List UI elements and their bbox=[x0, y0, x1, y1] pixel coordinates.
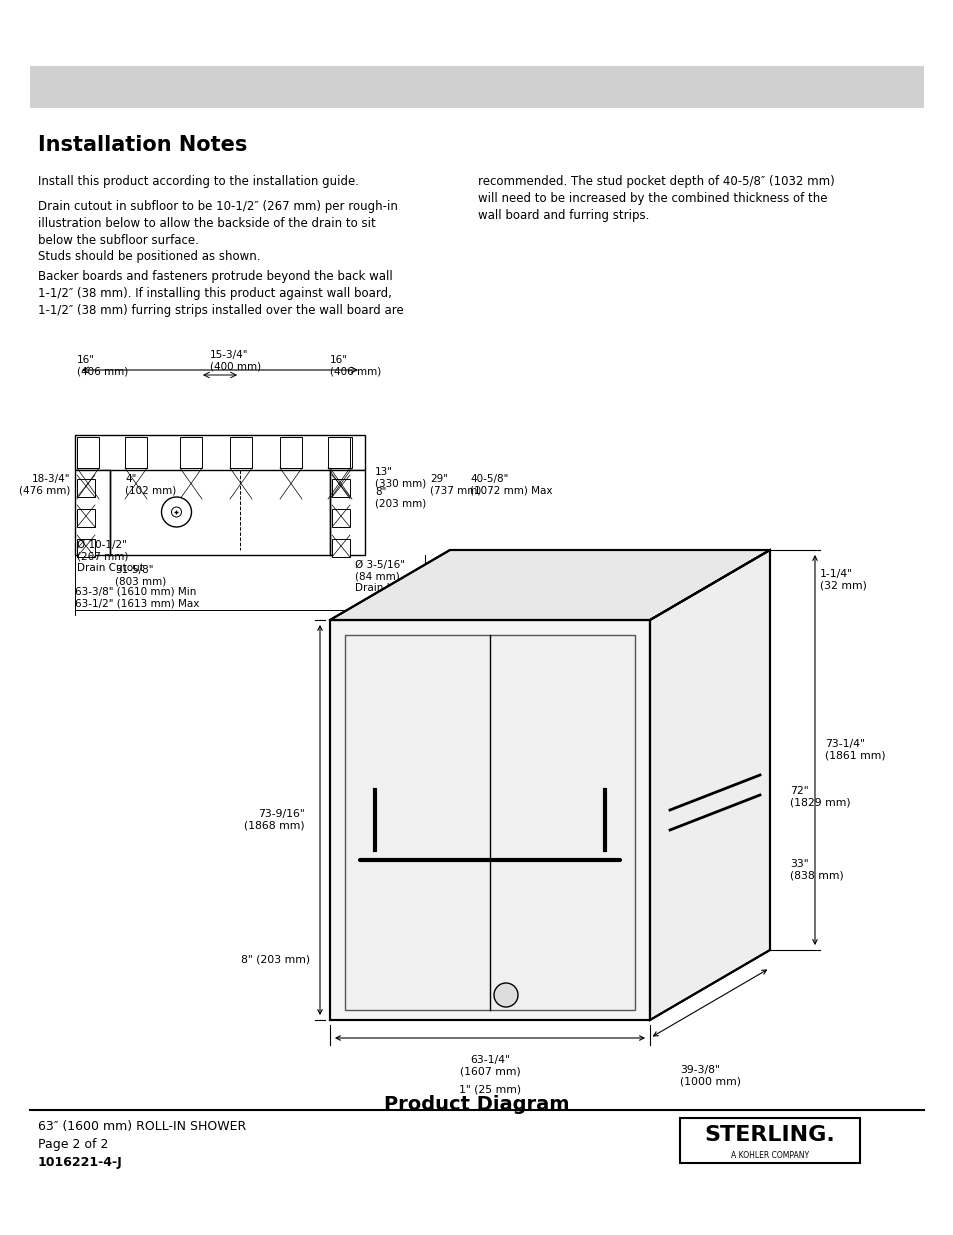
Text: 72"
(1829 mm): 72" (1829 mm) bbox=[789, 787, 850, 808]
Text: STERLING.: STERLING. bbox=[704, 1125, 835, 1145]
Text: Ø 3-5/16"
(84 mm)
Drain Hole: Ø 3-5/16" (84 mm) Drain Hole bbox=[355, 559, 410, 593]
Text: 15-3/4"
(400 mm): 15-3/4" (400 mm) bbox=[210, 350, 261, 372]
Bar bbox=[332, 479, 350, 496]
Bar bbox=[125, 437, 147, 468]
Bar bbox=[330, 437, 352, 468]
Text: Drain cutout in subfloor to be 10-1/2″ (267 mm) per rough-in
illustration below : Drain cutout in subfloor to be 10-1/2″ (… bbox=[38, 200, 397, 247]
Circle shape bbox=[494, 983, 517, 1007]
Text: 1016221-4-J: 1016221-4-J bbox=[38, 1156, 123, 1170]
Bar bbox=[77, 509, 95, 527]
Text: Install this product according to the installation guide.: Install this product according to the in… bbox=[38, 175, 358, 188]
Text: 16"
(406 mm): 16" (406 mm) bbox=[77, 354, 128, 377]
Text: 63-1/4"
(1607 mm): 63-1/4" (1607 mm) bbox=[459, 1055, 519, 1077]
Text: 39-3/8"
(1000 mm): 39-3/8" (1000 mm) bbox=[569, 583, 630, 605]
Polygon shape bbox=[330, 550, 769, 620]
Text: 33"
(838 mm): 33" (838 mm) bbox=[789, 860, 842, 881]
Text: 63-5/16"
(1608 mm): 63-5/16" (1608 mm) bbox=[429, 573, 490, 595]
Text: Product Diagram: Product Diagram bbox=[384, 1095, 569, 1114]
Polygon shape bbox=[330, 620, 649, 1020]
Text: 73-1/4"
(1861 mm): 73-1/4" (1861 mm) bbox=[824, 740, 884, 761]
Bar bbox=[330, 471, 365, 555]
Bar bbox=[75, 435, 365, 471]
Bar bbox=[77, 479, 95, 496]
Text: 13"
(330 mm): 13" (330 mm) bbox=[375, 467, 426, 489]
Bar bbox=[180, 437, 202, 468]
Text: 1" (25 mm): 1" (25 mm) bbox=[458, 1086, 520, 1095]
Text: 1-1/4"
(32 mm): 1-1/4" (32 mm) bbox=[820, 569, 866, 590]
Text: 40-5/8"
(1072 mm) Max: 40-5/8" (1072 mm) Max bbox=[470, 474, 552, 495]
Text: 29"
(737 mm): 29" (737 mm) bbox=[430, 474, 481, 495]
Text: 63-3/8" (1610 mm) Min
63-1/2" (1613 mm) Max: 63-3/8" (1610 mm) Min 63-1/2" (1613 mm) … bbox=[75, 587, 199, 609]
Bar bbox=[332, 538, 350, 557]
Bar bbox=[280, 437, 302, 468]
Text: 16"
(406 mm): 16" (406 mm) bbox=[330, 354, 381, 377]
Bar bbox=[328, 437, 350, 468]
Text: Installation Notes: Installation Notes bbox=[38, 135, 247, 156]
Text: 18-3/4"
(476 mm): 18-3/4" (476 mm) bbox=[19, 474, 70, 495]
Bar bbox=[230, 437, 252, 468]
Bar bbox=[345, 635, 635, 1010]
Text: 39-3/8"
(1000 mm): 39-3/8" (1000 mm) bbox=[679, 1065, 740, 1087]
Bar bbox=[77, 437, 99, 468]
Bar bbox=[679, 1118, 859, 1163]
Circle shape bbox=[172, 508, 181, 517]
Polygon shape bbox=[649, 550, 769, 1020]
Text: 8"
(203 mm): 8" (203 mm) bbox=[375, 487, 426, 509]
Text: A KOHLER COMPANY: A KOHLER COMPANY bbox=[730, 1151, 808, 1160]
Text: Ø 10-1/2"
(267 mm)
Drain Cutout: Ø 10-1/2" (267 mm) Drain Cutout bbox=[77, 540, 144, 573]
Text: Page 2 of 2: Page 2 of 2 bbox=[38, 1137, 109, 1151]
Circle shape bbox=[161, 496, 192, 527]
Bar bbox=[77, 538, 95, 557]
Text: 31-5/8"
(803 mm): 31-5/8" (803 mm) bbox=[115, 564, 166, 587]
Bar bbox=[75, 471, 110, 555]
Text: recommended. The stud pocket depth of 40-5/8″ (1032 mm)
will need to be increase: recommended. The stud pocket depth of 40… bbox=[477, 175, 834, 222]
Bar bbox=[332, 509, 350, 527]
Text: 4"
(102 mm): 4" (102 mm) bbox=[125, 474, 176, 495]
Text: 73-9/16"
(1868 mm): 73-9/16" (1868 mm) bbox=[244, 809, 305, 831]
Text: 8" (203 mm): 8" (203 mm) bbox=[240, 955, 310, 965]
Text: Backer boards and fasteners protrude beyond the back wall
1-1/2″ (38 mm). If ins: Backer boards and fasteners protrude bey… bbox=[38, 270, 403, 317]
Text: 63″ (1600 mm) ROLL-IN SHOWER: 63″ (1600 mm) ROLL-IN SHOWER bbox=[38, 1120, 246, 1132]
Bar bbox=[30, 65, 923, 107]
Text: Studs should be positioned as shown.: Studs should be positioned as shown. bbox=[38, 249, 260, 263]
